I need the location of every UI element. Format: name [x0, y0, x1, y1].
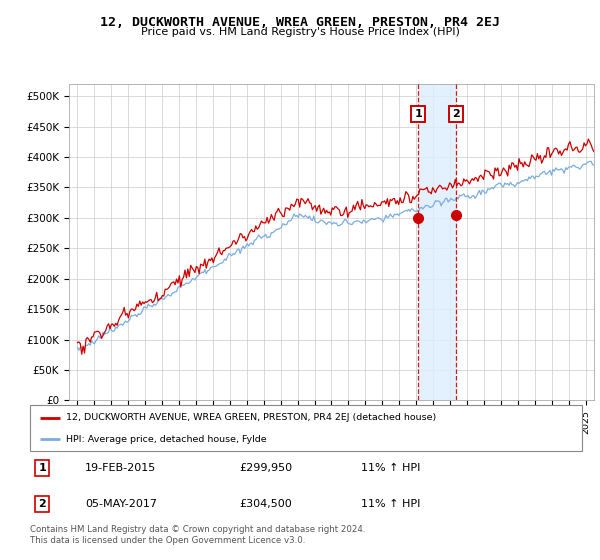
Text: 12, DUCKWORTH AVENUE, WREA GREEN, PRESTON, PR4 2EJ: 12, DUCKWORTH AVENUE, WREA GREEN, PRESTO…	[100, 16, 500, 29]
Text: 12, DUCKWORTH AVENUE, WREA GREEN, PRESTON, PR4 2EJ (detached house): 12, DUCKWORTH AVENUE, WREA GREEN, PRESTO…	[66, 413, 436, 422]
Text: 1: 1	[415, 109, 422, 119]
Text: £304,500: £304,500	[240, 499, 293, 509]
Text: 05-MAY-2017: 05-MAY-2017	[85, 499, 157, 509]
Text: Contains HM Land Registry data © Crown copyright and database right 2024.
This d: Contains HM Land Registry data © Crown c…	[30, 525, 365, 545]
Text: 2: 2	[452, 109, 460, 119]
Text: 11% ↑ HPI: 11% ↑ HPI	[361, 499, 421, 509]
Text: £299,950: £299,950	[240, 463, 293, 473]
Text: 19-FEB-2015: 19-FEB-2015	[85, 463, 157, 473]
Text: 11% ↑ HPI: 11% ↑ HPI	[361, 463, 421, 473]
FancyBboxPatch shape	[30, 405, 582, 451]
Text: 2: 2	[38, 499, 46, 509]
Text: Price paid vs. HM Land Registry's House Price Index (HPI): Price paid vs. HM Land Registry's House …	[140, 27, 460, 37]
Text: 1: 1	[38, 463, 46, 473]
Text: HPI: Average price, detached house, Fylde: HPI: Average price, detached house, Fyld…	[66, 435, 266, 444]
